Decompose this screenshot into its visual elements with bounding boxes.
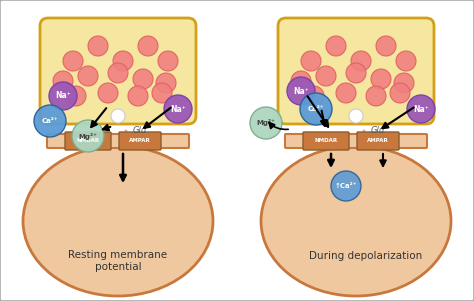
Circle shape (125, 129, 128, 132)
Circle shape (112, 136, 116, 139)
Text: Na⁺: Na⁺ (413, 104, 429, 113)
Text: Ca²⁺: Ca²⁺ (308, 106, 324, 112)
FancyBboxPatch shape (40, 18, 196, 124)
Circle shape (287, 77, 315, 105)
FancyBboxPatch shape (303, 132, 349, 150)
Circle shape (346, 63, 366, 83)
Circle shape (53, 71, 73, 91)
Circle shape (361, 139, 364, 142)
Text: Na⁺: Na⁺ (170, 104, 186, 113)
Circle shape (115, 142, 118, 145)
Text: Ca²⁺: Ca²⁺ (42, 118, 58, 124)
Text: Mg²⁺: Mg²⁺ (79, 132, 98, 139)
Circle shape (346, 132, 349, 135)
Circle shape (331, 171, 361, 201)
Circle shape (353, 142, 356, 145)
Circle shape (158, 51, 178, 71)
Circle shape (138, 36, 158, 56)
Text: NMDAR: NMDAR (314, 138, 337, 144)
Circle shape (111, 109, 125, 123)
Circle shape (72, 120, 104, 152)
Circle shape (351, 51, 371, 71)
Text: Mg²⁺: Mg²⁺ (256, 119, 275, 126)
Circle shape (363, 129, 365, 132)
Circle shape (396, 51, 416, 71)
Circle shape (98, 83, 118, 103)
Text: NMDAR: NMDAR (76, 138, 100, 144)
Circle shape (164, 95, 192, 123)
FancyBboxPatch shape (357, 132, 399, 150)
FancyBboxPatch shape (119, 132, 161, 150)
Text: Resting membrane
potential: Resting membrane potential (68, 250, 168, 272)
Circle shape (304, 86, 324, 106)
Circle shape (301, 51, 321, 71)
Circle shape (336, 83, 356, 103)
FancyBboxPatch shape (278, 18, 434, 124)
Circle shape (376, 36, 396, 56)
Circle shape (356, 135, 359, 138)
Ellipse shape (23, 146, 213, 296)
Text: Glu: Glu (371, 126, 385, 135)
Circle shape (108, 63, 128, 83)
Text: Glu: Glu (133, 126, 147, 135)
Circle shape (133, 69, 153, 89)
Ellipse shape (261, 146, 451, 296)
Circle shape (34, 105, 66, 137)
Circle shape (156, 73, 176, 93)
Circle shape (390, 83, 410, 103)
FancyBboxPatch shape (47, 134, 189, 148)
Circle shape (78, 66, 98, 86)
Circle shape (349, 109, 363, 123)
Circle shape (350, 136, 354, 139)
Circle shape (366, 86, 386, 106)
FancyBboxPatch shape (285, 134, 427, 148)
Circle shape (118, 135, 121, 138)
Circle shape (291, 71, 311, 91)
Circle shape (152, 83, 172, 103)
Text: Na⁺: Na⁺ (55, 92, 71, 101)
Text: During depolarization: During depolarization (310, 251, 423, 261)
Text: AMPAR: AMPAR (367, 138, 389, 144)
Circle shape (49, 82, 77, 110)
Circle shape (371, 69, 391, 89)
Circle shape (326, 36, 346, 56)
Circle shape (66, 86, 86, 106)
Text: ↑Ca²⁺: ↑Ca²⁺ (335, 183, 357, 189)
Text: AMPAR: AMPAR (129, 138, 151, 144)
Circle shape (109, 132, 111, 135)
Circle shape (316, 66, 336, 86)
Text: Na⁺: Na⁺ (293, 86, 309, 95)
Circle shape (394, 73, 414, 93)
Circle shape (128, 86, 148, 106)
Circle shape (407, 95, 435, 123)
Circle shape (122, 139, 126, 142)
FancyBboxPatch shape (65, 132, 111, 150)
Circle shape (300, 93, 332, 125)
Circle shape (113, 51, 133, 71)
Circle shape (88, 36, 108, 56)
Circle shape (63, 51, 83, 71)
Circle shape (250, 107, 282, 139)
